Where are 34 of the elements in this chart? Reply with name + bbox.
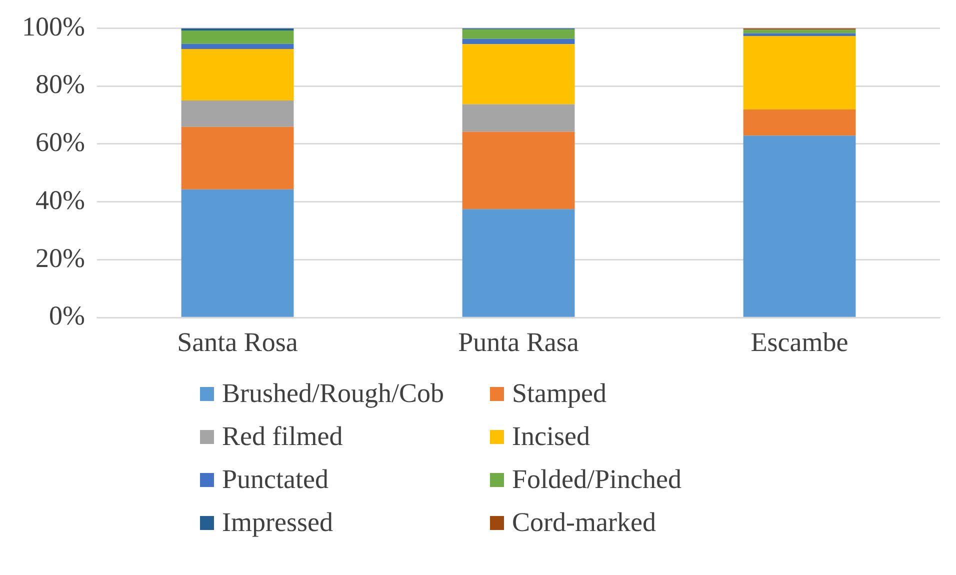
bar [462,209,575,317]
bar [462,29,575,39]
bar [462,44,575,104]
bar [181,30,294,44]
y-tick-label: 40% [35,184,85,215]
bar [743,136,856,317]
y-tick-label: 80% [35,69,85,100]
bar [743,30,856,34]
bar [181,126,294,190]
legend-label: Impressed [222,507,333,538]
y-tick-label: 20% [35,242,85,273]
legend-label: Brushed/Rough/Cob [222,378,444,409]
y-tick-label: 0% [48,300,85,331]
bar [743,36,856,110]
legend-label: Folded/Pinched [512,464,682,495]
legend-label: Cord-marked [512,507,656,538]
bar [743,33,856,36]
bar [181,44,294,50]
bar [462,38,575,44]
x-tick-label: Punta Rasa [458,326,579,357]
bar [181,189,294,317]
x-tick-label: Escambe [750,326,848,357]
bar [462,132,575,210]
bar [462,104,575,132]
x-tick-label: Santa Rosa [177,326,298,357]
bar [181,49,294,101]
legend-label: Punctated [222,464,328,495]
legend-label: Red filmed [222,421,343,452]
y-tick-label: 100% [22,11,85,42]
legend-label: Stamped [512,378,606,409]
legend-label: Incised [512,421,590,452]
bar [181,100,294,127]
y-tick-label: 60% [35,127,85,158]
bar [743,110,856,136]
